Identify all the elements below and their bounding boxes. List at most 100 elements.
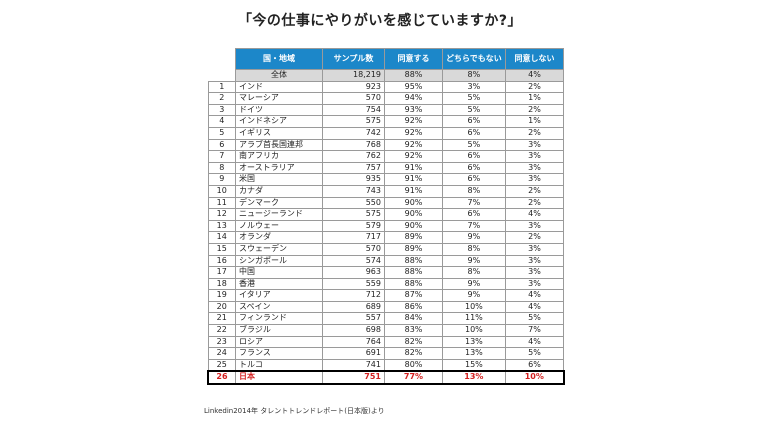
cell-rank: 18	[207, 277, 236, 291]
cell-sample: 579	[322, 219, 385, 233]
cell-neutral: 9%	[442, 289, 506, 302]
cell-sample: 712	[322, 289, 385, 302]
cell-name: イギリス	[235, 126, 323, 140]
cell-neutral: 13%	[442, 347, 506, 360]
table-row: 8 オーストラリア 757 91% 6% 3%	[207, 161, 565, 175]
cell-agree: 94%	[384, 92, 443, 105]
table-row: 9 米国 935 91% 6% 3%	[207, 173, 565, 186]
table-row: 22 ブラジル 698 83% 10% 7%	[207, 324, 565, 337]
total-label: 全体	[235, 69, 323, 82]
table-row: 18 香港 559 88% 9% 3%	[207, 277, 565, 291]
cell-disagree: 2%	[504, 103, 565, 117]
header-country: 国・地域	[235, 48, 323, 70]
cell-sample: 935	[322, 173, 385, 186]
table-header-row: 国・地域 サンプル数 同意する どちらでもない 同意しない	[208, 48, 565, 70]
cell-rank: 1	[207, 80, 236, 94]
cell-disagree: 3%	[504, 254, 565, 268]
cell-agree: 83%	[384, 324, 443, 337]
header-agree: 同意する	[384, 48, 443, 70]
cell-disagree: 3%	[504, 219, 565, 233]
cell-name: ドイツ	[235, 103, 323, 117]
cell-agree: 87%	[384, 289, 443, 302]
cell-name: 中国	[235, 266, 323, 279]
total-neutral: 8%	[442, 69, 506, 82]
cell-disagree: 5%	[504, 312, 565, 326]
cell-rank: 13	[207, 219, 236, 233]
cell-neutral: 6%	[442, 173, 506, 186]
table-row: 17 中国 963 88% 8% 3%	[207, 266, 565, 279]
cell-agree: 95%	[384, 80, 443, 94]
cell-disagree: 2%	[504, 196, 565, 210]
cell-sample: 698	[322, 324, 385, 337]
cell-sample: 570	[322, 92, 385, 105]
cell-name: 南アフリカ	[235, 150, 323, 163]
survey-table: 国・地域 サンプル数 同意する どちらでもない 同意しない 全体 18,219 …	[207, 48, 565, 385]
cell-agree: 92%	[384, 115, 443, 128]
cell-rank: 26	[207, 370, 236, 385]
cell-disagree: 1%	[504, 92, 565, 105]
cell-agree: 91%	[384, 161, 443, 175]
cell-name: トルコ	[235, 358, 323, 372]
cell-neutral: 15%	[442, 358, 506, 372]
cell-rank: 10	[207, 184, 236, 198]
cell-agree: 93%	[384, 103, 443, 117]
cell-sample: 768	[322, 138, 385, 152]
cell-disagree: 4%	[504, 335, 565, 349]
cell-sample: 689	[322, 300, 385, 314]
cell-name: インド	[235, 80, 323, 94]
cell-sample: 923	[322, 80, 385, 94]
cell-neutral: 8%	[442, 242, 506, 256]
cell-name: カナダ	[235, 184, 323, 198]
cell-neutral: 5%	[442, 103, 506, 117]
header-neutral: どちらでもない	[442, 48, 506, 70]
cell-neutral: 10%	[442, 300, 506, 314]
cell-agree: 91%	[384, 184, 443, 198]
cell-neutral: 13%	[442, 335, 506, 349]
cell-disagree: 4%	[504, 289, 565, 302]
cell-agree: 92%	[384, 138, 443, 152]
cell-rank: 21	[207, 312, 236, 326]
cell-rank: 3	[207, 103, 236, 117]
table-row: 1 インド 923 95% 3% 2%	[207, 80, 565, 94]
cell-sample: 570	[322, 242, 385, 256]
cell-neutral: 5%	[442, 138, 506, 152]
cell-name: マレーシア	[235, 92, 323, 105]
cell-disagree: 4%	[504, 208, 565, 221]
table-row: 11 デンマーク 550 90% 7% 2%	[207, 196, 565, 210]
cell-neutral: 8%	[442, 266, 506, 279]
cell-sample: 691	[322, 347, 385, 360]
cell-rank: 17	[207, 266, 236, 279]
cell-name: インドネシア	[235, 115, 323, 128]
cell-disagree: 2%	[504, 126, 565, 140]
total-disagree: 4%	[504, 69, 565, 82]
cell-rank: 14	[207, 231, 236, 244]
header-disagree: 同意しない	[504, 48, 565, 70]
cell-disagree: 7%	[504, 324, 565, 337]
cell-name: スウェーデン	[235, 242, 323, 256]
cell-agree: 82%	[384, 347, 443, 360]
cell-neutral: 9%	[442, 231, 506, 244]
cell-agree: 90%	[384, 219, 443, 233]
cell-agree: 89%	[384, 242, 443, 256]
cell-name: ブラジル	[235, 324, 323, 337]
cell-agree: 82%	[384, 335, 443, 349]
cell-rank: 25	[207, 358, 236, 372]
cell-disagree: 4%	[504, 300, 565, 314]
cell-neutral: 11%	[442, 312, 506, 326]
cell-rank: 20	[207, 300, 236, 314]
cell-name: イタリア	[235, 289, 323, 302]
table-row: 19 イタリア 712 87% 9% 4%	[207, 289, 565, 302]
table-row: 4 インドネシア 575 92% 6% 1%	[207, 115, 565, 128]
table-row: 21 フィンランド 557 84% 11% 5%	[207, 312, 565, 326]
table-row: 20 スペイン 689 86% 10% 4%	[207, 300, 565, 314]
cell-sample: 762	[322, 150, 385, 163]
cell-neutral: 3%	[442, 80, 506, 94]
cell-disagree: 3%	[504, 242, 565, 256]
cell-neutral: 6%	[442, 126, 506, 140]
cell-sample: 559	[322, 277, 385, 291]
cell-agree: 89%	[384, 231, 443, 244]
cell-sample: 574	[322, 254, 385, 268]
table-row: 13 ノルウェー 579 90% 7% 3%	[207, 219, 565, 233]
cell-agree: 88%	[384, 254, 443, 268]
cell-disagree: 3%	[504, 173, 565, 186]
